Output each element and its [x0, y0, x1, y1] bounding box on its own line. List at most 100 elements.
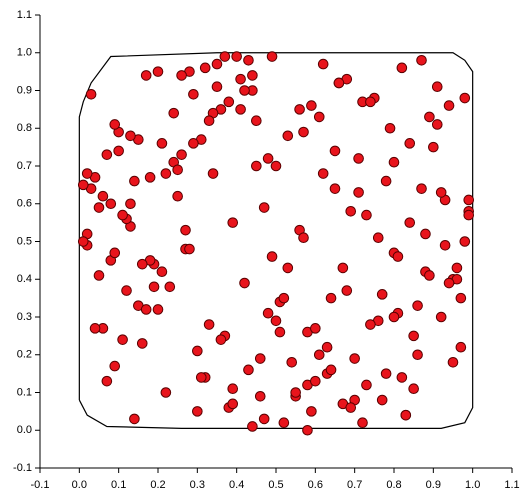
- point: [357, 417, 368, 429]
- point: [184, 243, 195, 255]
- point: [361, 209, 372, 221]
- point: [278, 292, 290, 304]
- point: [408, 383, 419, 395]
- point: [121, 285, 132, 296]
- point: [243, 55, 254, 66]
- y-tick-label: 0.4: [17, 273, 32, 285]
- point: [270, 315, 282, 327]
- x-tick-label: 1.1: [504, 479, 519, 491]
- point: [243, 364, 254, 376]
- point: [384, 122, 396, 134]
- point: [333, 77, 345, 89]
- point: [251, 160, 262, 172]
- point: [136, 338, 148, 349]
- point: [219, 51, 231, 62]
- point: [463, 209, 475, 221]
- point: [459, 92, 471, 104]
- x-tick-label: 0.6: [308, 479, 323, 491]
- point: [329, 183, 341, 194]
- point: [231, 51, 242, 62]
- point: [451, 262, 463, 274]
- point: [298, 232, 309, 244]
- point: [160, 387, 172, 398]
- point: [455, 292, 467, 304]
- point: [176, 149, 187, 160]
- y-tick-label: 0.1: [17, 386, 32, 398]
- point: [325, 292, 337, 304]
- point: [136, 258, 148, 270]
- point: [97, 190, 109, 202]
- point: [388, 311, 400, 323]
- point: [266, 51, 278, 62]
- point: [337, 262, 349, 274]
- point: [223, 96, 235, 108]
- point: [93, 270, 105, 281]
- point: [404, 217, 416, 228]
- point: [447, 357, 459, 368]
- x-tick-label: 1.0: [465, 479, 480, 491]
- point: [172, 164, 183, 176]
- point: [435, 187, 447, 198]
- point: [282, 130, 294, 142]
- point: [353, 187, 364, 198]
- point: [152, 304, 164, 315]
- point: [105, 198, 117, 210]
- x-tick-label: 0.2: [150, 479, 165, 491]
- point: [353, 153, 364, 164]
- y-tick-label: 0.0: [17, 424, 32, 436]
- x-tick-label: 0.9: [426, 479, 441, 491]
- point: [247, 421, 258, 432]
- y-tick-label: 0.8: [17, 122, 32, 134]
- point: [176, 70, 187, 81]
- point: [117, 209, 128, 221]
- point: [270, 160, 282, 172]
- point: [345, 206, 357, 217]
- point: [215, 334, 227, 345]
- point: [317, 58, 329, 70]
- point: [341, 285, 353, 296]
- point: [109, 360, 121, 372]
- point: [380, 175, 392, 187]
- point: [286, 357, 298, 368]
- point: [192, 345, 203, 357]
- point: [211, 58, 223, 70]
- point: [400, 409, 412, 421]
- point: [302, 424, 313, 436]
- point: [290, 387, 301, 398]
- point: [77, 236, 89, 247]
- point: [443, 277, 455, 289]
- point: [396, 372, 408, 383]
- y-tick-label: 0.3: [17, 311, 32, 323]
- point: [431, 81, 443, 93]
- point: [156, 138, 168, 149]
- point: [412, 349, 423, 361]
- point: [392, 251, 404, 262]
- point: [365, 319, 376, 330]
- x-tick-label: 0.1: [111, 479, 126, 491]
- point: [408, 330, 419, 342]
- point: [428, 141, 439, 153]
- point: [262, 153, 274, 164]
- point: [89, 323, 101, 334]
- point: [439, 239, 451, 251]
- point: [443, 100, 455, 111]
- point: [412, 300, 423, 311]
- point: [365, 96, 376, 108]
- point: [388, 156, 400, 168]
- point: [144, 172, 156, 183]
- point: [420, 228, 431, 240]
- point: [254, 390, 266, 402]
- point: [306, 100, 317, 111]
- point: [239, 85, 250, 96]
- point: [361, 379, 372, 391]
- point: [235, 73, 246, 85]
- point: [109, 247, 121, 259]
- point: [376, 394, 388, 406]
- point: [101, 375, 113, 387]
- point: [148, 281, 160, 293]
- point: [266, 251, 278, 262]
- point: [227, 398, 239, 410]
- point: [93, 202, 105, 213]
- x-tick-label: 0.4: [229, 479, 244, 491]
